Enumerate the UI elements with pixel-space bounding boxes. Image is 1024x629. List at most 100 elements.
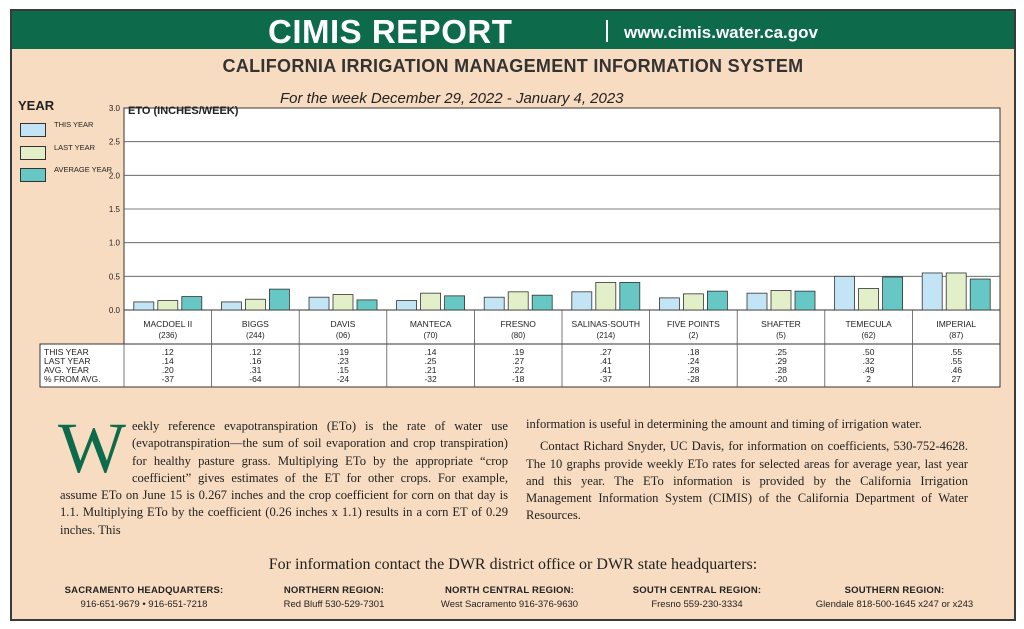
bar-this-year	[308, 296, 330, 311]
table-cell: -20	[775, 374, 788, 384]
table-cell: -37	[600, 374, 613, 384]
x-tick-label: BIGGS	[242, 319, 269, 329]
table-cell: .12	[162, 347, 174, 357]
bar-last-year	[332, 294, 354, 311]
region-name: SOUTHERN REGION:	[844, 585, 945, 596]
bar-avg-year	[268, 288, 290, 311]
y-tick-label: 1.5	[109, 205, 121, 214]
table-cell: .50	[863, 347, 875, 357]
chart-legend: YEAR THIS YEAR LAST YEAR AVERAGE YEAR	[18, 98, 112, 182]
banner-title: CIMIS REPORT	[268, 13, 513, 50]
table-cell: .22	[512, 365, 524, 375]
table-cell: .14	[425, 347, 437, 357]
bar-avg-year	[444, 295, 466, 311]
banner-url[interactable]: www.cimis.water.ca.gov	[624, 23, 819, 42]
table-cell: .19	[337, 347, 349, 357]
article-column-2: information is useful in determining the…	[526, 416, 968, 530]
y-tick-label: 0.0	[109, 306, 121, 315]
table-cell: .19	[512, 347, 524, 357]
bar-avg-year	[707, 290, 728, 311]
region-phone: Glendale 818-500-1645 x247 or x243	[815, 599, 974, 610]
table-cell: .12	[249, 347, 261, 357]
table-cell: .15	[337, 365, 349, 375]
table-cell: .55	[950, 347, 962, 357]
bar-avg-year	[794, 290, 816, 311]
y-tick-label: 0.5	[109, 272, 121, 281]
legend-title: YEAR	[18, 98, 55, 113]
y-axis-title: ETO (INCHES/WEEK)	[128, 105, 239, 117]
table-cell: .24	[687, 356, 699, 366]
y-tick-label: 2.5	[109, 138, 121, 147]
region-phone: 916-651-9679 • 916-651-7218	[80, 599, 208, 610]
data-table-area	[39, 343, 1001, 388]
table-cell: 27	[951, 374, 961, 384]
table-cell: -32	[424, 374, 437, 384]
report-frame: CIMIS REPORT www.cimis.water.ca.gov CALI…	[10, 9, 1016, 621]
table-cell: .41	[600, 356, 612, 366]
table-cell: .21	[425, 365, 437, 375]
bar-last-year	[770, 290, 792, 311]
table-cell: -24	[337, 374, 350, 384]
legend-item-last-year: LAST YEAR	[20, 143, 130, 165]
bar-last-year	[420, 292, 442, 311]
bar-last-year	[945, 272, 967, 311]
region-name: SACRAMENTO HEADQUARTERS:	[64, 585, 224, 596]
table-cell: -64	[249, 374, 262, 384]
table-cell: .49	[863, 365, 875, 375]
bar-this-year	[396, 300, 418, 311]
bar-avg-year	[882, 276, 903, 311]
bar-this-year	[834, 275, 855, 311]
table-cell: .55	[950, 356, 962, 366]
region-name: NORTHERN REGION:	[283, 585, 385, 596]
table-row-label: AVG. YEAR	[44, 365, 89, 375]
x-tick-station-id: (06)	[336, 331, 351, 340]
table-cell: -37	[162, 374, 175, 384]
region-phone: Red Bluff 530-529-7301	[283, 599, 385, 610]
table-cell: .28	[775, 365, 787, 375]
region-phone: West Sacramento 916-376-9630	[440, 599, 579, 610]
table-cell: .27	[512, 356, 524, 366]
report-banner: CIMIS REPORT www.cimis.water.ca.gov	[12, 11, 1014, 50]
bar-avg-year	[969, 278, 991, 311]
x-tick-label: TEMECULA	[845, 319, 892, 329]
bar-last-year	[858, 288, 879, 311]
bar-last-year	[507, 291, 529, 311]
table-cell: .28	[687, 365, 699, 375]
y-tick-label: 1.0	[109, 239, 121, 248]
x-tick-station-id: (2)	[689, 331, 699, 340]
legend-label: LAST YEAR	[54, 143, 95, 152]
table-cell: .31	[249, 365, 261, 375]
region-name: SOUTH CENTRAL REGION:	[632, 585, 762, 596]
legend-swatch	[20, 123, 46, 137]
bar-last-year	[595, 281, 617, 311]
region-phone: Fresno 559-230-3334	[651, 599, 743, 610]
banner-separator	[606, 20, 608, 42]
region-sacramento: SACRAMENTO HEADQUARTERS: 916-651-9679 • …	[64, 585, 224, 610]
drop-cap: W	[58, 408, 126, 488]
article-paragraph-2: Contact Richard Snyder, UC Davis, for in…	[526, 439, 968, 523]
bar-this-year	[133, 301, 155, 311]
legend-swatch	[20, 168, 46, 182]
x-tick-station-id: (5)	[776, 331, 786, 340]
x-tick-label: MANTECA	[410, 319, 452, 329]
y-tick-label: 3.0	[109, 104, 121, 113]
table-cell: .29	[775, 356, 787, 366]
legend-item-average-year: AVERAGE YEAR	[20, 165, 130, 187]
table-cell: -28	[687, 374, 700, 384]
bar-last-year	[683, 293, 704, 311]
table-cell: .41	[600, 365, 612, 375]
report-subtitle: CALIFORNIA IRRIGATION MANAGEMENT INFORMA…	[222, 56, 804, 76]
bar-avg-year	[356, 299, 378, 311]
x-tick-label: MACDOEL II	[143, 319, 192, 329]
region-south-central: SOUTH CENTRAL REGION: Fresno 559-230-333…	[622, 585, 772, 610]
table-cell: -18	[512, 374, 525, 384]
region-north-central: NORTH CENTRAL REGION: West Sacramento 91…	[422, 585, 597, 610]
x-tick-station-id: (236)	[158, 331, 177, 340]
table-cell: .32	[863, 356, 875, 366]
table-cell: .14	[162, 356, 174, 366]
bar-this-year	[483, 296, 505, 311]
table-cell: .25	[775, 347, 787, 357]
bar-this-year	[746, 292, 768, 311]
bar-this-year	[921, 272, 943, 311]
